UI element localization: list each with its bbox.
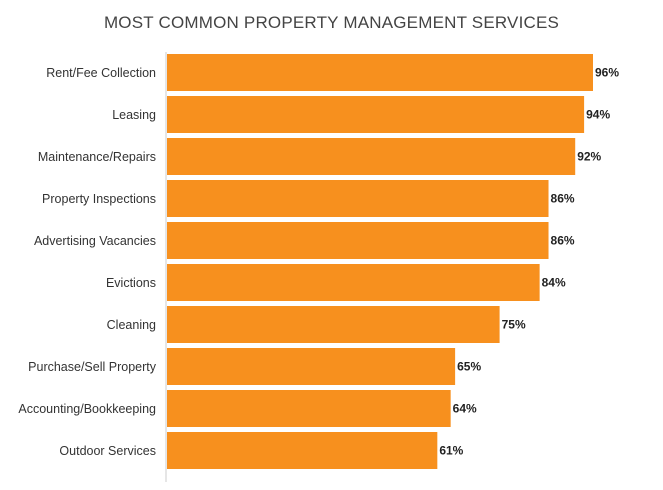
category-label: Evictions — [106, 276, 156, 290]
bar — [167, 180, 549, 217]
category-label: Outdoor Services — [59, 444, 156, 458]
data-label: 92% — [577, 150, 601, 164]
data-label: 86% — [551, 234, 575, 248]
bar — [167, 222, 549, 259]
category-label: Maintenance/Repairs — [38, 150, 156, 164]
category-label: Advertising Vacancies — [34, 234, 156, 248]
data-label: 75% — [502, 318, 526, 332]
bar — [167, 306, 500, 343]
data-label: 84% — [542, 276, 566, 290]
category-label: Accounting/Bookkeeping — [18, 402, 156, 416]
data-label: 86% — [551, 192, 575, 206]
data-label: 64% — [453, 402, 477, 416]
category-label: Property Inspections — [42, 192, 156, 206]
bar — [167, 96, 585, 133]
bar — [167, 54, 593, 91]
data-label: 61% — [439, 444, 463, 458]
data-label: 94% — [586, 108, 610, 122]
bar — [167, 432, 438, 469]
data-label: 96% — [595, 66, 619, 80]
bar — [167, 390, 451, 427]
bar — [167, 138, 576, 175]
category-label: Purchase/Sell Property — [28, 360, 157, 374]
category-label: Leasing — [112, 108, 156, 122]
category-label: Rent/Fee Collection — [46, 66, 156, 80]
chart-title: MOST COMMON PROPERTY MANAGEMENT SERVICES — [103, 13, 560, 32]
category-label: Cleaning — [107, 318, 156, 332]
data-label: 65% — [457, 360, 481, 374]
bar — [167, 348, 456, 385]
bar — [167, 264, 540, 301]
